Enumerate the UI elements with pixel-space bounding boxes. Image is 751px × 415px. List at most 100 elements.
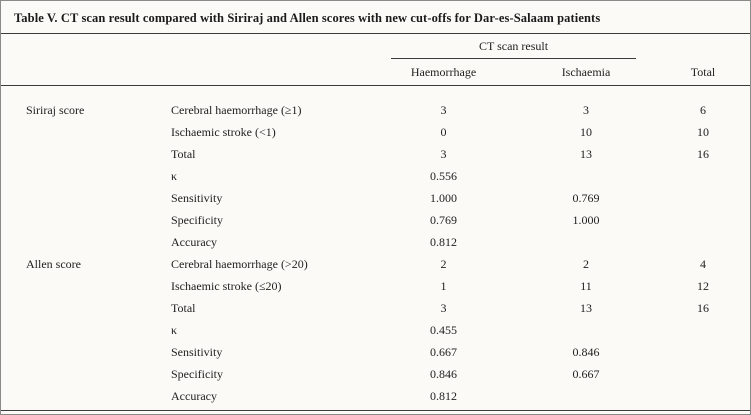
ischaemia-value: 1.000 bbox=[572, 213, 600, 227]
row-label: Accuracy bbox=[171, 235, 217, 249]
haemorrhage-value: 3 bbox=[440, 147, 447, 161]
haemorrhage-value: 0.769 bbox=[430, 213, 457, 227]
ischaemia-value bbox=[516, 320, 656, 342]
total-value: 6 bbox=[700, 103, 706, 118]
score-group-label bbox=[1, 122, 146, 144]
ischaemia-value bbox=[516, 232, 656, 254]
table-row: Sensitivity 0.667 0.846 bbox=[1, 342, 750, 364]
total-value bbox=[656, 364, 750, 386]
spacer-cell bbox=[146, 59, 371, 86]
row-label: κ bbox=[171, 323, 178, 337]
total-value bbox=[656, 320, 750, 342]
haemorrhage-value: 1.000 bbox=[430, 191, 457, 205]
total-value bbox=[656, 232, 750, 254]
score-group-label bbox=[1, 166, 146, 188]
haemorrhage-value: 3 bbox=[440, 103, 447, 118]
haemorrhage-value: 0.667 bbox=[430, 345, 457, 359]
row-label: Total bbox=[171, 301, 196, 315]
row-label: κ bbox=[171, 169, 178, 183]
ischaemia-value: 13 bbox=[580, 147, 592, 161]
table-row: Siriraj score Cerebral haemorrhage (≥1) … bbox=[1, 86, 750, 122]
table-row: Specificity 0.769 1.000 bbox=[1, 210, 750, 232]
haemorrhage-value: 0.455 bbox=[430, 323, 457, 337]
ischaemia-value: 2 bbox=[583, 257, 589, 271]
total-value bbox=[656, 342, 750, 364]
col-header-haemorrhage: Haemorrhage bbox=[371, 59, 516, 86]
bottom-rule bbox=[1, 409, 750, 411]
ischaemia-value: 0.667 bbox=[572, 367, 600, 381]
row-label: Sensitivity bbox=[171, 191, 223, 205]
spacer-cell bbox=[1, 34, 146, 59]
score-group-label: Siriraj score bbox=[26, 103, 85, 118]
row-label: Ischaemic stroke (<1) bbox=[171, 125, 276, 139]
haemorrhage-value: 0.812 bbox=[430, 389, 457, 403]
column-group-header-label: CT scan result bbox=[391, 34, 637, 59]
total-value bbox=[656, 188, 750, 210]
table-row: Specificity 0.846 0.667 bbox=[1, 364, 750, 386]
table-row: Total 3 13 16 bbox=[1, 144, 750, 166]
score-group-label bbox=[1, 364, 146, 386]
score-group-label bbox=[1, 298, 146, 320]
haemorrhage-value: 1 bbox=[440, 279, 447, 293]
column-group-header: CT scan result bbox=[371, 34, 656, 59]
ischaemia-value: 3 bbox=[583, 103, 589, 118]
spacer-cell bbox=[1, 59, 146, 86]
table-row: Sensitivity 1.000 0.769 bbox=[1, 188, 750, 210]
data-table: CT scan result Haemorrhage Ischaemia Tot… bbox=[1, 34, 750, 408]
table-row: κ 0.556 bbox=[1, 166, 750, 188]
row-label: Cerebral haemorrhage (≥1) bbox=[171, 103, 302, 118]
score-group-label bbox=[1, 144, 146, 166]
haemorrhage-value: 3 bbox=[440, 301, 447, 315]
col-header-ischaemia: Ischaemia bbox=[516, 59, 657, 86]
row-label: Specificity bbox=[171, 213, 223, 227]
total-value bbox=[656, 210, 750, 232]
haemorrhage-value: 0.556 bbox=[430, 169, 457, 183]
ischaemia-value: 0.846 bbox=[572, 345, 600, 359]
row-label: Ischaemic stroke (≤20) bbox=[171, 279, 282, 293]
haemorrhage-value: 0 bbox=[440, 125, 447, 139]
score-group-label: Allen score bbox=[26, 257, 81, 271]
haemorrhage-value: 2 bbox=[440, 257, 447, 271]
score-group-label bbox=[1, 232, 146, 254]
total-value: 16 bbox=[697, 301, 709, 315]
ischaemia-value bbox=[516, 386, 656, 408]
total-value: 4 bbox=[700, 257, 706, 271]
col-header-total: Total bbox=[656, 59, 750, 86]
table-row: Ischaemic stroke (<1) 0 10 10 bbox=[1, 122, 750, 144]
ischaemia-value bbox=[516, 166, 656, 188]
row-label: Specificity bbox=[171, 367, 223, 381]
table-row: Ischaemic stroke (≤20) 1 11 12 bbox=[1, 276, 750, 298]
table-row: Accuracy 0.812 bbox=[1, 232, 750, 254]
table-row: Accuracy 0.812 bbox=[1, 386, 750, 408]
score-group-label bbox=[1, 320, 146, 342]
ischaemia-value: 11 bbox=[580, 279, 592, 293]
table-row: Total 3 13 16 bbox=[1, 298, 750, 320]
spacer-cell bbox=[146, 34, 371, 59]
score-group-label bbox=[1, 386, 146, 408]
column-group-header-row: CT scan result bbox=[1, 34, 750, 59]
row-label: Total bbox=[171, 147, 196, 161]
total-value: 12 bbox=[697, 279, 709, 293]
row-label: Sensitivity bbox=[171, 345, 223, 359]
table-row: κ 0.455 bbox=[1, 320, 750, 342]
table-row: Allen score Cerebral haemorrhage (>20) 2… bbox=[1, 254, 750, 276]
ischaemia-value: 13 bbox=[580, 301, 592, 315]
ischaemia-value: 10 bbox=[580, 125, 592, 139]
ischaemia-value: 0.769 bbox=[572, 191, 600, 205]
total-value: 10 bbox=[697, 125, 709, 139]
score-group-label bbox=[1, 342, 146, 364]
score-group-label bbox=[1, 210, 146, 232]
total-value bbox=[656, 166, 750, 188]
score-group-label bbox=[1, 188, 146, 210]
column-header-row: Haemorrhage Ischaemia Total bbox=[1, 59, 750, 86]
row-label: Cerebral haemorrhage (>20) bbox=[171, 257, 308, 271]
total-value bbox=[656, 386, 750, 408]
haemorrhage-value: 0.812 bbox=[430, 235, 457, 249]
table-title: Table V. CT scan result compared with Si… bbox=[1, 1, 750, 34]
spacer-cell bbox=[656, 34, 750, 59]
haemorrhage-value: 0.846 bbox=[430, 367, 457, 381]
row-label: Accuracy bbox=[171, 389, 217, 403]
score-group-label bbox=[1, 276, 146, 298]
total-value: 16 bbox=[697, 147, 709, 161]
